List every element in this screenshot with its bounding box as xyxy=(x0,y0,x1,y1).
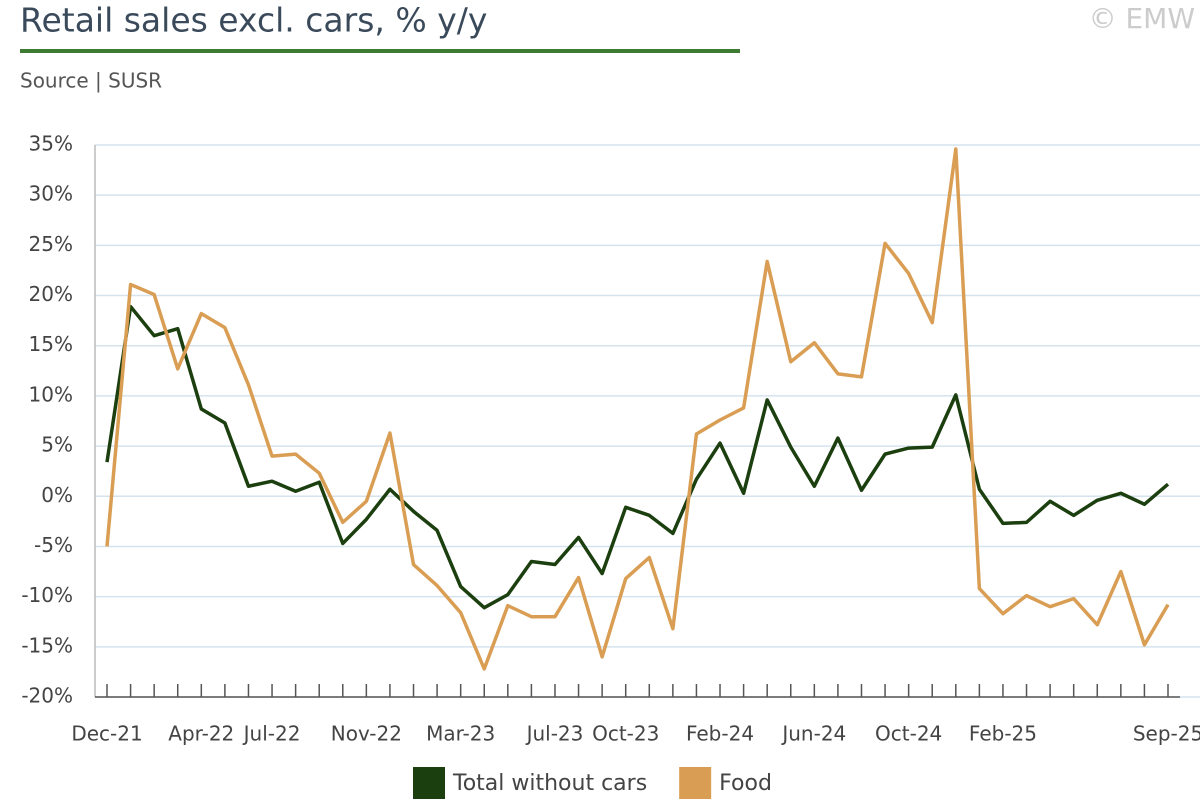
series-line xyxy=(105,147,1170,671)
y-tick-label: -20% xyxy=(21,684,73,708)
x-tick-label: Jul-23 xyxy=(525,722,584,746)
x-tick-label: Feb-25 xyxy=(969,722,1037,746)
legend-swatch xyxy=(413,767,445,799)
x-tick-label: Mar-23 xyxy=(426,722,495,746)
y-tick-label: 10% xyxy=(29,382,73,406)
credit: © EMW xyxy=(1089,2,1195,35)
x-tick-label: Oct-24 xyxy=(875,722,942,746)
series-line xyxy=(105,304,1170,610)
legend-label: Food xyxy=(719,771,772,796)
x-tick-label: Dec-21 xyxy=(71,722,142,746)
legend-label: Total without cars xyxy=(452,771,647,796)
x-tick-label: Feb-24 xyxy=(686,722,754,746)
y-tick-label: -15% xyxy=(21,633,73,657)
y-tick-label: 15% xyxy=(29,332,73,356)
legend-swatch xyxy=(679,767,712,799)
y-tick-label: 30% xyxy=(29,182,73,206)
y-tick-label: 5% xyxy=(41,433,73,457)
x-tick-label: Jun-24 xyxy=(780,722,846,746)
x-tick-label: Apr-22 xyxy=(168,722,234,746)
x-tick-label: Oct-23 xyxy=(592,722,659,746)
y-tick-label: 35% xyxy=(29,132,73,156)
y-tick-label: -10% xyxy=(21,583,73,607)
y-tick-label: 20% xyxy=(29,282,73,306)
chart-title: Retail sales excl. cars, % y/y xyxy=(20,1,487,40)
y-tick-label: 25% xyxy=(29,232,73,256)
y-tick-label: 0% xyxy=(41,483,73,507)
y-tick-label: -5% xyxy=(34,533,73,557)
x-tick-label: Sep-25 xyxy=(1133,722,1200,746)
x-tick-label: Jul-22 xyxy=(242,722,301,746)
x-tick-label: Nov-22 xyxy=(331,722,402,746)
subtitle: Source | SUSR xyxy=(20,69,162,93)
